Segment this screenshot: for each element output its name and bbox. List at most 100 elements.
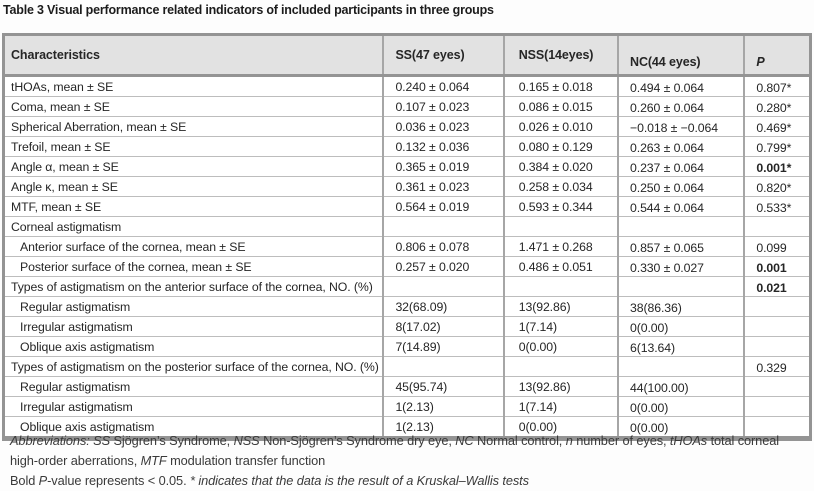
table-row: Angle κ, mean ± SE 0.361 ± 0.023 0.258 ± 0… [3,176,811,197]
cell-nss [502,276,619,297]
cell-nss: 0.486 ± 0.051 [502,256,619,277]
cell-nc: 0.544 ± 0.064 [617,196,745,217]
table-row: Spherical Aberration, mean ± SE 0.036 ± 0… [3,116,811,137]
data-table: Characteristics SS(47 eyes) NSS(14eyes) … [2,33,812,441]
cell-ss: 45(95.74) [382,376,504,397]
cell-ss [382,276,504,297]
cell-ss: 8(17.02) [382,316,504,337]
cell-p: 0.329 [743,356,811,377]
cell-characteristic: Regular astigmatism [3,296,384,317]
cell-p [743,336,811,357]
footnote-segment: modulation transfer function [166,453,326,468]
footnote-segment: -value represents < 0.05. [47,473,190,488]
cell-ss [382,356,504,377]
footnote-segment: total corneal high-order aberrations, [10,433,779,468]
footnote-segment: Sjögren’s Syndrome, [110,433,234,448]
cell-characteristic: Irregular astigmatism [3,396,384,417]
footnote-segment: * indicates that the data is the result … [189,473,529,488]
footnote-segment: MTF [140,453,167,468]
cell-p: 0.001 [743,256,811,277]
cell-p [743,376,811,397]
cell-characteristic: Trefoil, mean ± SE [3,136,384,157]
footnote-pvalue: Bold P-value represents < 0.05. * indica… [10,471,802,491]
cell-p: 0.021 [743,276,811,297]
cell-nc [617,276,745,297]
cell-nss: 0.080 ± 0.129 [502,136,619,157]
table-body: tHOAs, mean ± SE 0.240 ± 0.064 0.165 ± 0.0… [3,75,811,439]
cell-nc: 38(86.36) [617,296,745,317]
cell-nc: 0.330 ± 0.027 [617,256,745,277]
table-row: Irregular astigmatism 1(2.13) 1(7.14) 0(0.0… [3,396,811,417]
cell-nss: 0.086 ± 0.015 [502,96,619,117]
cell-p: 0.807* [743,75,811,97]
cell-p: 0.533* [743,196,811,217]
cell-ss: 32(68.09) [382,296,504,317]
footnote-segment: Normal control, [473,433,566,448]
cell-characteristic: Coma, mean ± SE [3,96,384,117]
cell-nss [502,216,619,237]
cell-nc: 44(100.00) [617,376,745,397]
cell-p: 0.820* [743,176,811,197]
cell-ss: 0.564 ± 0.019 [382,196,504,217]
cell-ss: 0.361 ± 0.023 [382,176,504,197]
cell-p [743,216,811,237]
cell-characteristic: Types of astigmatism on the posterior su… [3,356,384,377]
cell-ss: 1(2.13) [382,416,504,439]
cell-ss: 0.132 ± 0.036 [382,136,504,157]
cell-characteristic: Oblique axis astigmatism [3,336,384,357]
footnote-segment: SS [93,433,111,448]
footnote-segment: number of eyes, [572,433,670,448]
cell-p: 0.280* [743,96,811,117]
footnote-segment: Non-Sjögren’s Syndrome dry eye, [259,433,456,448]
table-row: Trefoil, mean ± SE 0.132 ± 0.036 0.080 ± 0… [3,136,811,157]
cell-p: 0.099 [743,236,811,257]
cell-ss: 7(14.89) [382,336,504,357]
cell-characteristic: Anterior surface of the cornea, mean ± S… [3,236,384,257]
cell-nc: 0.857 ± 0.065 [617,236,745,257]
cell-ss [382,216,504,237]
cell-nc: 0.263 ± 0.064 [617,136,745,157]
cell-nc [617,356,745,377]
header-row: Characteristics SS(47 eyes) NSS(14eyes) … [3,34,811,77]
table-row: tHOAs, mean ± SE 0.240 ± 0.064 0.165 ± 0.0… [4,75,811,97]
cell-nss: 0(0.00) [502,416,619,439]
cell-nss: 0.165 ± 0.018 [502,75,619,97]
table-row: Corneal astigmatism [3,216,811,237]
col-header-characteristics: Characteristics [3,34,384,77]
cell-ss: 1(2.13) [382,396,504,417]
table-row: Posterior surface of the cornea, mean ± … [3,256,811,277]
cell-nc: 0.260 ± 0.064 [617,96,745,117]
footnotes: Abbreviations: SS Sjögren’s Syndrome, NS… [10,431,802,491]
cell-nc: 0(0.00) [617,416,745,439]
cell-nc: −0.018 ± −0.064 [617,116,745,137]
table-row: Regular astigmatism 32(68.09) 13(92.86) 38(… [3,296,811,317]
col-header-nc: NC(44 eyes) [617,34,745,77]
table-row: Coma, mean ± SE 0.107 ± 0.023 0.086 ± 0.01… [3,96,811,117]
cell-nss [502,356,619,377]
cell-characteristic: Angle α, mean ± SE [3,156,384,177]
cell-characteristic: Posterior surface of the cornea, mean ± … [3,256,384,277]
cell-nss: 1.471 ± 0.268 [502,236,619,257]
footnote-segment: tHOAs [669,433,708,448]
cell-nc: 0.494 ± 0.064 [617,75,745,97]
cell-nc: 0.250 ± 0.064 [617,176,745,197]
footnote-segment: NC [455,433,474,448]
cell-p [743,396,811,417]
cell-characteristic: MTF, mean ± SE [3,196,384,217]
table-row: MTF, mean ± SE 0.564 ± 0.019 0.593 ± 0.344… [3,196,811,217]
col-header-p: P [743,34,811,77]
cell-characteristic: Types of astigmatism on the anterior sur… [3,276,384,297]
cell-characteristic: Corneal astigmatism [3,216,384,237]
cell-nc: 6(13.64) [617,336,745,357]
cell-characteristic: Irregular astigmatism [3,316,384,337]
table-title: Table 3 Visual performance related indic… [3,3,494,17]
cell-nc [617,216,745,237]
cell-nc: 0.237 ± 0.064 [617,156,745,177]
cell-ss: 0.240 ± 0.064 [382,75,504,97]
cell-nss: 0(0.00) [502,336,619,357]
cell-p: 0.001* [743,156,811,177]
col-header-nss: NSS(14eyes) [502,34,619,77]
table-row: Oblique axis astigmatism 1(2.13) 0(0.00) 0(… [3,416,811,439]
cell-p [743,416,811,439]
cell-characteristic: Angle κ, mean ± SE [3,176,384,197]
